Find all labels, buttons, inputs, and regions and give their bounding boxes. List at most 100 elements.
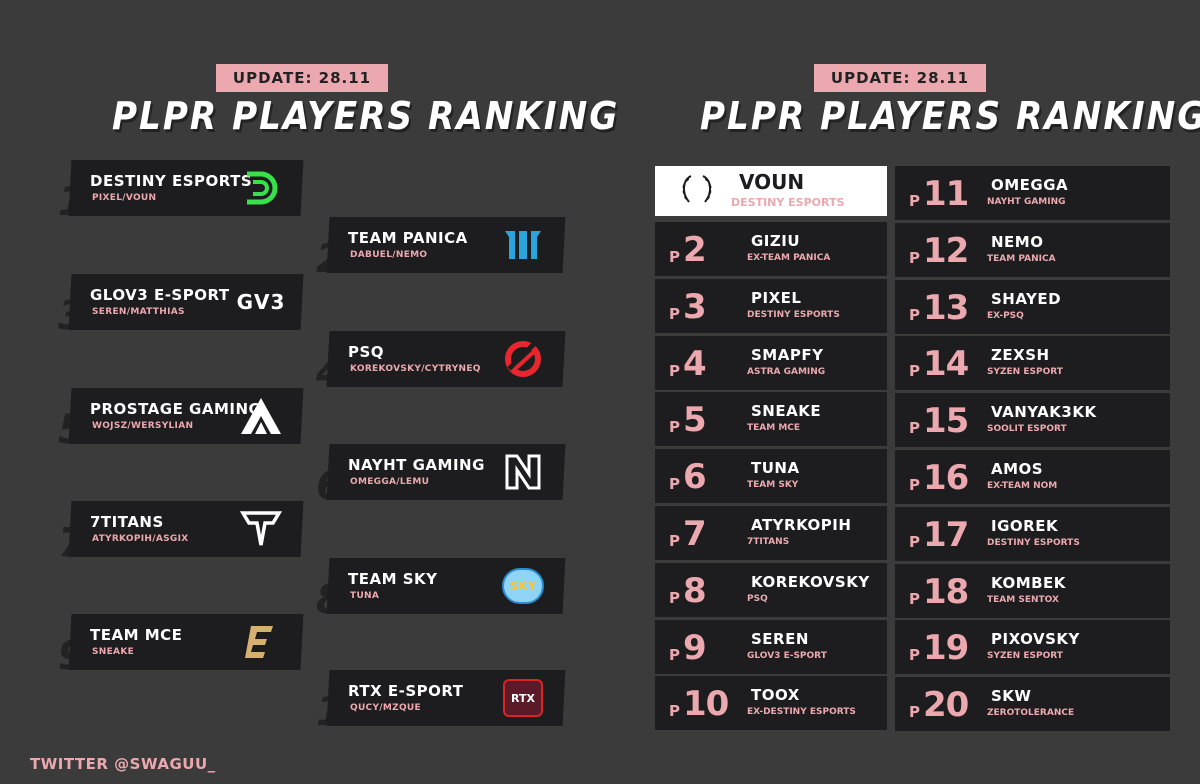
team-players: WOJSZ/WERSYLIAN [92,421,194,431]
update-badge-left: UPDATE: 28.11 [216,64,388,92]
player-team: SYZEN ESPORT [987,651,1063,662]
nayht-logo-icon [500,452,546,492]
laurel-wreath-icon [682,175,712,203]
player-name: AMOS [991,460,1044,478]
player-team: 7TITANS [747,537,790,547]
player-rank: 13 [923,287,969,328]
player-rank: 16 [923,458,969,498]
team-players: TUNA [350,591,380,601]
team-players: QUCY/MZQUE [350,703,421,713]
team-card: 4PSQKOREKOVSKY/CYTRYNEQ [316,331,566,393]
team-name: DESTINY ESPORTS [90,172,253,190]
player-rank: 5 [683,400,707,441]
player-rank-7: P 7 ATYRKOPIH 7TITANS [655,506,887,560]
player-rank-2: P 2 GIZIU EX-TEAM PANICA [655,222,887,276]
team-name: RTX E-SPORT [348,682,464,700]
p-prefix: P [909,476,920,494]
player-name: KOREKOVSKY [751,572,870,591]
player-name: VOUN [739,170,805,194]
player-team: GLOV3 E-SPORT [747,650,827,661]
player-rank: 4 [683,343,707,384]
player-rank-19: P 19 PIXOVSKY SYZEN ESPORT [895,620,1170,675]
team-name: NAYHT GAMING [348,456,485,474]
player-rank-5: P 5 SNEAKE TEAM MCE [655,392,887,447]
player-rank-13: P 13 SHAYED EX-PSQ [895,279,1170,334]
player-rank-6: P 6 TUNA TEAM SKY [655,449,887,504]
team-name: PSQ [348,343,385,361]
player-rank-18: P 18 KOMBEK TEAM SENTOX [895,563,1170,618]
player-rank: 7 [683,514,707,554]
page-title-right: PLPR PLAYERS RANKING [700,94,1200,138]
player-rank: 3 [683,286,707,327]
player-name: ATYRKOPIH [751,516,852,534]
rtx-logo-text: RTX [503,679,543,717]
player-name: GIZIU [751,232,801,250]
player-rank: 8 [683,570,707,611]
player-name: SEREN [751,629,809,648]
player-team: EX-PSQ [987,310,1024,321]
player-team: TEAM MCE [747,423,801,434]
p-prefix: P [909,646,920,665]
player-rank: 2 [683,230,707,270]
player-name: SNEAKE [751,402,822,421]
p-prefix: P [669,361,680,380]
p-prefix: P [909,362,920,381]
player-team: TEAM SENTOX [987,594,1059,605]
team-players: OMEGGA/LEMU [350,477,430,487]
p-prefix: P [669,248,680,266]
player-rank: 17 [923,514,969,555]
player-rank: 6 [683,457,707,498]
player-rank: 19 [923,628,969,669]
player-rank: 12 [923,230,969,271]
team-name: 7TITANS [90,513,164,531]
psq-logo-icon [500,339,546,379]
player-name: KOMBEK [991,573,1066,592]
player-team: EX-DESTINY ESPORTS [747,707,856,718]
team-players: ATYRKOPIH/ASGIX [92,534,189,544]
p-prefix: P [909,589,920,608]
7titans-logo-icon [238,509,284,549]
player-name: SMAPFY [751,345,824,364]
player-team: DESTINY ESPORTS [731,196,845,209]
player-name: VANYAK3KK [991,403,1097,422]
p-prefix: P [669,702,680,721]
player-name: ZEXSH [991,346,1050,365]
sky-logo-text: SKY [502,568,544,604]
player-rank-4: P 4 SMAPFY ASTRA GAMING [655,335,887,390]
p-prefix: P [909,248,920,267]
player-team: NAYHT GAMING [987,197,1066,207]
player-team: SOOLIT ESPORT [987,424,1067,435]
panica-logo-icon [500,225,546,265]
twitter-handle: TWITTER @SWAGUU_ [30,755,216,773]
player-rank-20: P 20 SKW ZEROTOLERANCE [895,677,1170,732]
p-prefix: P [669,532,680,550]
glov3-logo-icon: GV3 [237,282,285,322]
p-prefix: P [669,304,680,323]
player-team: EX-TEAM NOM [987,481,1058,491]
team-players: SNEAKE [92,647,135,657]
team-players: SEREN/MATTHIAS [92,307,185,317]
player-rank-12: P 12 NEMO TEAM PANICA [895,222,1170,277]
player-name: SHAYED [991,289,1062,308]
player-rank: 18 [923,571,969,612]
mce-logo-icon [238,622,284,662]
player-team: TEAM PANICA [987,253,1056,264]
sky-logo-icon: SKY [500,566,546,606]
player-rank: 14 [923,344,969,385]
p-prefix: P [669,645,680,664]
player-name: OMEGGA [991,176,1069,194]
player-name: IGOREK [991,516,1059,535]
team-name: GLOV3 E-SPORT [90,286,230,304]
p-prefix: P [669,475,680,494]
player-rank-17: P 17 IGOREK DESTINY ESPORTS [895,506,1170,561]
player-rank: 9 [683,627,707,668]
player-rank-8: P 8 KOREKOVSKY PSQ [655,562,887,617]
player-name: PIXOVSKY [991,630,1080,649]
team-name: PROSTAGE GAMING [90,400,262,418]
player-rank-10: P 10 TOOX EX-DESTINY ESPORTS [655,676,887,731]
